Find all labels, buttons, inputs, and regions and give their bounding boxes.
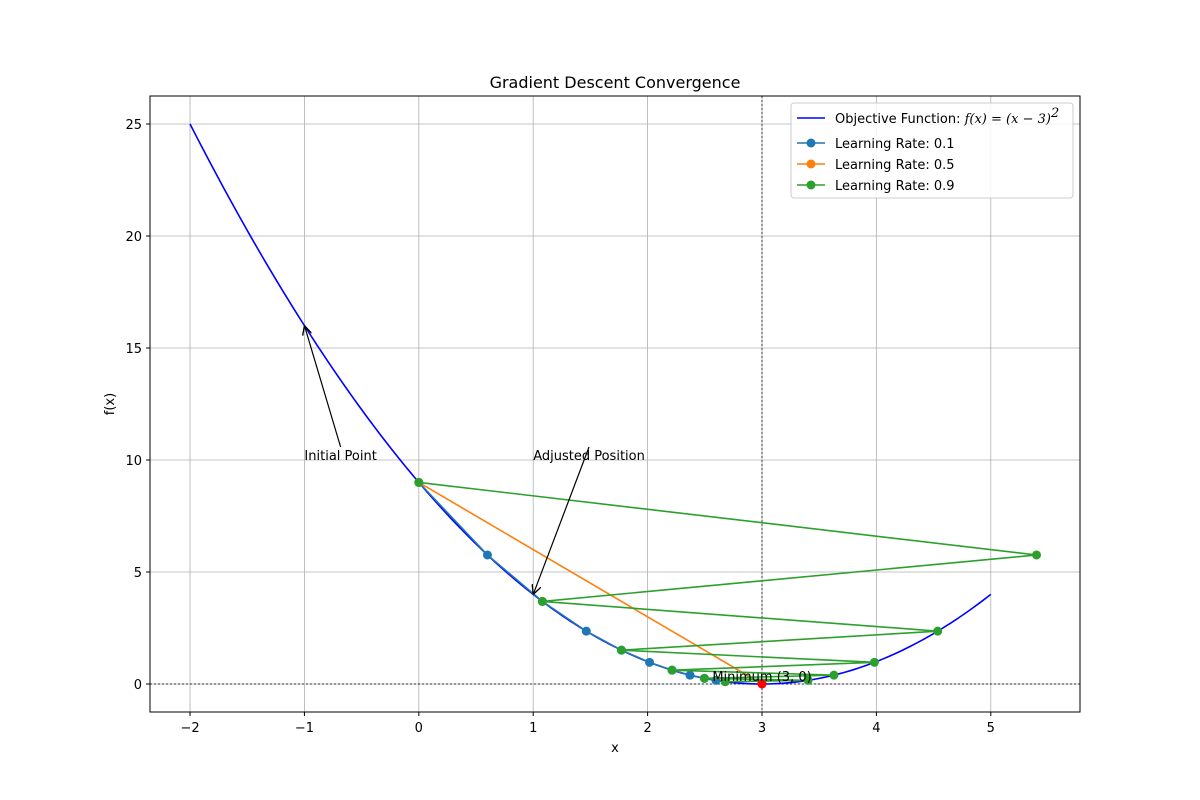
x-tick-label: 0 xyxy=(415,721,423,736)
y-tick-label: 5 xyxy=(134,566,142,581)
annotation-arrow xyxy=(304,326,342,448)
legend-label-lr-0-5: Learning Rate: 0.5 xyxy=(835,158,955,173)
legend-marker-lr-0-9 xyxy=(806,180,816,190)
chart-title: Gradient Descent Convergence xyxy=(490,73,741,92)
legend-entry-lr-0-9: Learning Rate: 0.9 xyxy=(797,179,955,194)
series-point xyxy=(414,477,424,487)
legend-entry-lr-0-5: Learning Rate: 0.5 xyxy=(797,158,955,173)
series-point xyxy=(803,675,813,685)
y-tick-label: 10 xyxy=(125,454,142,469)
x-tick-label: 2 xyxy=(643,721,651,736)
ticks-layer: −2 −1 0 1 2 3 4 5 0 5 10 15 20 25 xyxy=(125,118,994,736)
series-point xyxy=(645,657,655,667)
legend-entry-objective: Objective Function: f(x) = (x − 3)2 xyxy=(797,106,1059,127)
legend-label-objective: Objective Function: f(x) = (x − 3)2 xyxy=(835,106,1059,127)
legend-objective-prefix: Objective Function: xyxy=(835,112,965,127)
minimum-point xyxy=(757,679,767,689)
y-tick-label: 20 xyxy=(125,230,142,245)
minimum-label: Minimum (3, 0) xyxy=(712,670,811,685)
series-point xyxy=(616,645,626,655)
series-point xyxy=(829,670,839,680)
series-point xyxy=(685,670,695,680)
legend: Objective Function: f(x) = (x − 3)2 Lear… xyxy=(790,102,1074,199)
grid-lines xyxy=(150,96,1080,712)
x-tick-label: 5 xyxy=(987,721,995,736)
series-layer xyxy=(189,123,1042,689)
x-tick-label: 3 xyxy=(758,721,766,736)
y-tick-label: 0 xyxy=(134,678,142,693)
series-point xyxy=(869,657,879,667)
x-axis-label: x xyxy=(611,741,619,756)
y-tick-label: 15 xyxy=(125,342,142,357)
series-point xyxy=(482,550,492,560)
reference-lines xyxy=(150,96,1080,712)
x-tick-label: −1 xyxy=(295,721,314,736)
legend-box xyxy=(790,102,1074,199)
y-tick-label: 25 xyxy=(125,118,142,133)
annotation-text: Adjusted Position xyxy=(533,449,645,464)
series-line xyxy=(418,481,763,685)
series-point xyxy=(537,596,547,606)
legend-objective-exponent: 2 xyxy=(1050,106,1059,121)
legend-label-lr-0-1: Learning Rate: 0.1 xyxy=(835,137,955,152)
legend-entry-lr-0-1: Learning Rate: 0.1 xyxy=(797,137,955,152)
x-tick-label: −2 xyxy=(180,721,199,736)
annotation-arrow xyxy=(533,446,590,594)
series-lr-2 xyxy=(414,477,1042,687)
plot-frame xyxy=(149,95,1081,713)
x-tick-label: 1 xyxy=(529,721,537,736)
y-axis-label: f(x) xyxy=(103,393,118,415)
series-point xyxy=(933,626,943,636)
annotation-text: Initial Point xyxy=(304,449,376,464)
series-point xyxy=(667,665,677,675)
series-point xyxy=(720,677,730,687)
annotations-layer: Minimum (3, 0) Initial Point Adjusted Posi… xyxy=(304,326,812,685)
series-point xyxy=(581,626,591,636)
series-point xyxy=(699,673,709,683)
legend-marker-lr-0-5 xyxy=(806,159,816,169)
legend-marker-lr-0-1 xyxy=(806,138,816,148)
x-tick-label: 4 xyxy=(872,721,880,736)
legend-label-lr-0-9: Learning Rate: 0.9 xyxy=(835,179,955,194)
legend-objective-formula: f(x) = (x − 3) xyxy=(964,112,1051,127)
series-point xyxy=(1032,550,1042,560)
